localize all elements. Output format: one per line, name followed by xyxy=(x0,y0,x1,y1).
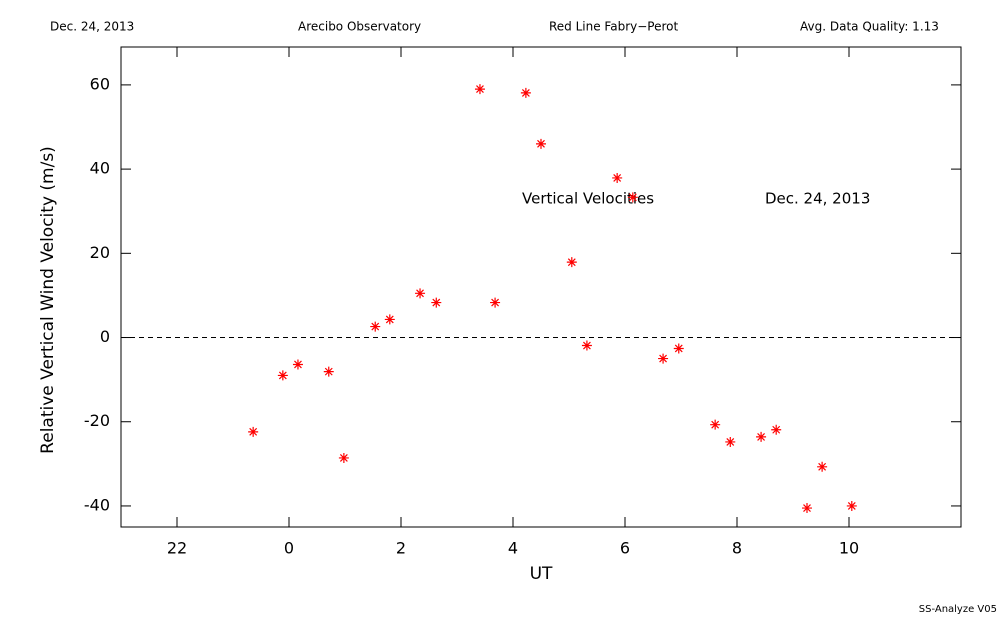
data-point xyxy=(248,426,259,437)
x-tick-label: 0 xyxy=(284,539,294,558)
y-tick-label: 0 xyxy=(100,327,110,346)
data-point xyxy=(581,340,592,351)
data-point xyxy=(725,436,736,447)
annotation: Vertical Velocities xyxy=(522,190,654,208)
data-point xyxy=(566,257,577,268)
data-point xyxy=(658,353,669,364)
y-tick-label: 60 xyxy=(90,74,110,93)
x-axis-label: UT xyxy=(530,564,553,584)
x-tick-label: 10 xyxy=(839,539,859,558)
data-point xyxy=(673,343,684,354)
x-tick-label: 2 xyxy=(396,539,406,558)
data-point xyxy=(323,366,334,377)
data-point xyxy=(802,503,812,514)
data-point xyxy=(384,314,395,325)
footer: SS-Analyze V05 xyxy=(919,604,997,615)
plot-frame xyxy=(120,46,962,528)
data-point xyxy=(536,138,546,149)
y-tick-label: 20 xyxy=(90,243,110,262)
data-point xyxy=(756,431,767,442)
x-tick-label: 4 xyxy=(508,539,518,558)
data-point xyxy=(415,288,426,299)
y-tick-label: 40 xyxy=(90,159,110,178)
y-axis-label: Relative Vertical Wind Velocity (m/s) xyxy=(38,146,58,454)
data-point xyxy=(490,297,501,308)
header-quality: Avg. Data Quality: 1.13 xyxy=(800,20,939,34)
y-tick-label: -40 xyxy=(84,495,110,514)
header-date: Dec. 24, 2013 xyxy=(50,20,134,34)
y-tick-label: -20 xyxy=(84,411,110,430)
data-point xyxy=(771,424,782,435)
x-tick-label: 8 xyxy=(732,539,742,558)
data-point xyxy=(431,297,442,308)
data-point xyxy=(370,321,381,332)
x-tick-label: 6 xyxy=(620,539,630,558)
x-tick-label: 22 xyxy=(167,539,187,558)
data-point xyxy=(520,87,531,98)
data-point xyxy=(817,461,828,472)
data-point xyxy=(338,452,349,463)
data-point xyxy=(474,84,485,95)
data-point xyxy=(710,419,721,430)
data-point xyxy=(612,172,623,183)
header-site: Arecibo Observatory xyxy=(298,20,421,34)
header-instrument: Red Line Fabry−Perot xyxy=(549,20,679,34)
data-point xyxy=(292,359,303,370)
data-point xyxy=(627,192,638,203)
data-point xyxy=(846,500,857,511)
annotation: Dec. 24, 2013 xyxy=(765,190,870,208)
data-point xyxy=(277,370,288,381)
